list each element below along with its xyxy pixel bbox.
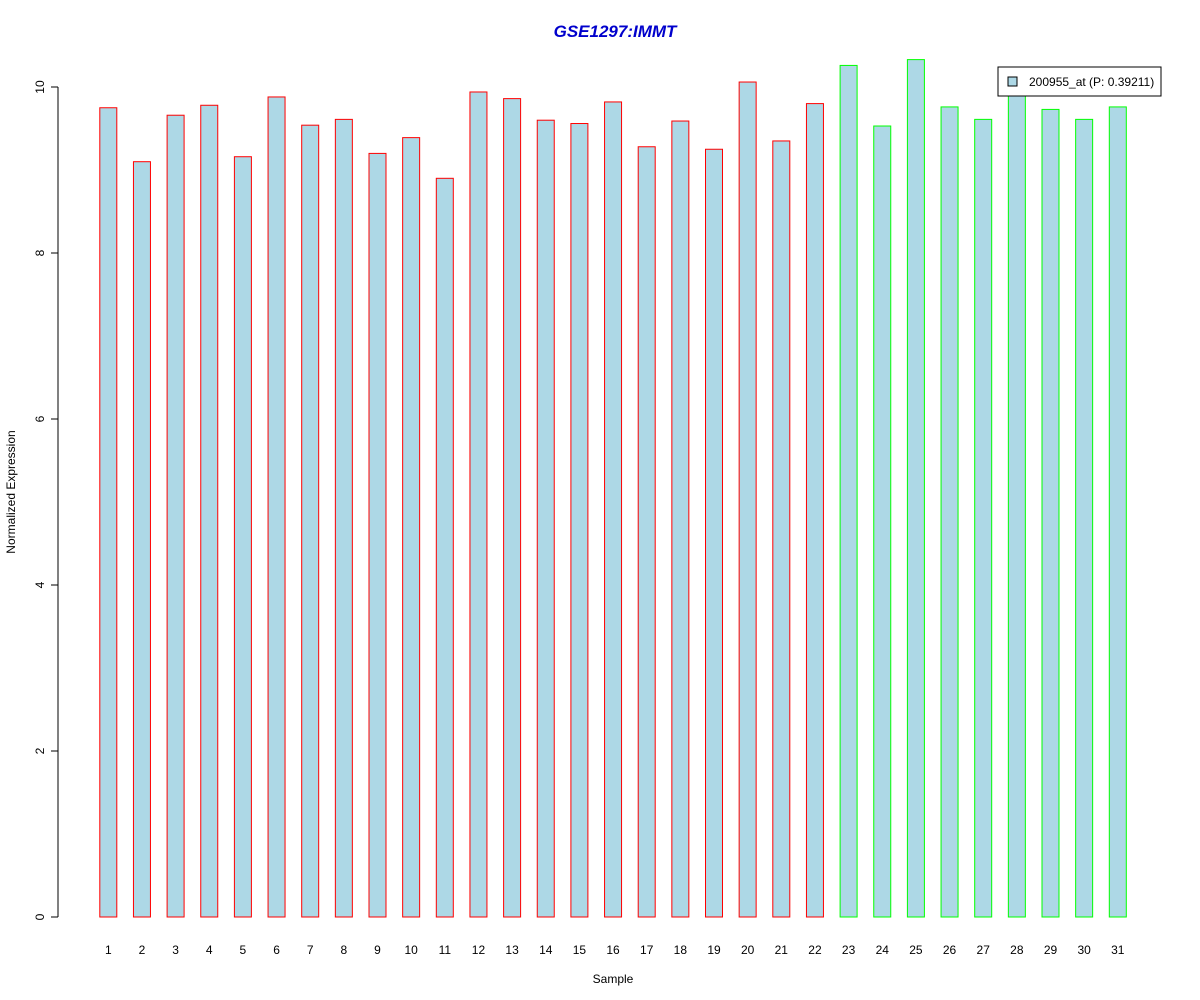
x-tick-label: 11 — [439, 943, 452, 957]
bar-sample-26 — [940, 106, 959, 918]
x-tick-label: 10 — [404, 943, 418, 957]
x-tick-label: 12 — [472, 943, 486, 957]
bar-sample-21 — [772, 140, 791, 918]
x-tick-label: 17 — [640, 943, 654, 957]
x-tick-label: 24 — [876, 943, 890, 957]
bar-sample-27 — [974, 118, 993, 918]
x-tick-label: 25 — [909, 943, 923, 957]
x-tick-label: 22 — [808, 943, 822, 957]
bar-sample-31 — [1108, 106, 1127, 918]
bar-sample-20 — [738, 81, 757, 918]
x-tick-label: 29 — [1044, 943, 1058, 957]
x-tick-label: 6 — [273, 943, 280, 957]
bar-sample-22 — [805, 103, 824, 918]
x-tick-label: 21 — [775, 943, 789, 957]
x-tick-label: 28 — [1010, 943, 1024, 957]
bar-sample-23 — [839, 64, 858, 918]
x-tick-label: 30 — [1077, 943, 1091, 957]
bar-sample-25 — [906, 59, 925, 918]
bar-sample-11 — [435, 177, 454, 918]
x-tick-label: 14 — [539, 943, 553, 957]
x-tick-label: 13 — [505, 943, 519, 957]
x-tick-label: 27 — [977, 943, 991, 957]
x-axis: 1 2 3 4 5 6 7 8 9 10 11 12 13 14 15 16 17 18 19 20 21 22 23 24 2… — [105, 943, 1125, 957]
legend-swatch — [1007, 76, 1018, 87]
bar-sample-3 — [166, 114, 185, 918]
x-tick-label: 1 — [105, 943, 112, 957]
y-tick-label: 0 — [33, 913, 47, 920]
y-tick-label: 2 — [33, 747, 47, 754]
bar-sample-19 — [705, 148, 723, 918]
x-tick-label: 20 — [741, 943, 755, 957]
bar-sample-2 — [132, 161, 151, 918]
bar-sample-30 — [1075, 118, 1094, 918]
bar-sample-12 — [469, 91, 488, 918]
bar-sample-9 — [368, 152, 387, 918]
bar-sample-6 — [267, 96, 286, 918]
chart-title: GSE1297:IMMT — [554, 22, 678, 41]
x-tick-label: 15 — [573, 943, 587, 957]
y-tick-label: 6 — [33, 415, 47, 422]
x-tick-label: 23 — [842, 943, 856, 957]
x-tick-label: 18 — [674, 943, 688, 957]
bar-sample-17 — [637, 146, 656, 918]
bars-group — [99, 59, 1127, 918]
bar-sample-7 — [301, 124, 320, 918]
x-tick-label: 26 — [943, 943, 957, 957]
x-tick-label: 2 — [139, 943, 146, 957]
x-axis-label: Sample — [593, 972, 634, 986]
bar-sample-28 — [1007, 94, 1026, 918]
x-tick-label: 16 — [606, 943, 620, 957]
x-tick-label: 8 — [341, 943, 348, 957]
x-tick-label: 3 — [172, 943, 179, 957]
y-tick-label: 8 — [33, 249, 47, 256]
bar-sample-4 — [200, 104, 219, 918]
bar-sample-24 — [873, 125, 892, 918]
x-tick-label: 9 — [374, 943, 381, 957]
y-tick-label: 10 — [33, 80, 47, 94]
bar-sample-5 — [233, 156, 252, 918]
x-tick-label: 7 — [307, 943, 314, 957]
y-axis-label: Normalized Expression — [4, 430, 18, 553]
y-axis: 0 2 4 6 8 10 — [33, 80, 59, 920]
y-tick-label: 4 — [33, 581, 47, 588]
bar-sample-16 — [604, 101, 623, 918]
x-tick-label: 19 — [707, 943, 721, 957]
legend-label: 200955_at (P: 0.39211) — [1029, 75, 1154, 89]
bar-sample-8 — [334, 118, 353, 918]
legend-box — [997, 66, 1162, 97]
bar-sample-10 — [402, 137, 421, 918]
x-tick-label: 31 — [1111, 943, 1125, 957]
bar-sample-18 — [671, 120, 690, 918]
bar-sample-29 — [1041, 108, 1060, 918]
bar-sample-15 — [570, 123, 589, 918]
x-tick-label: 4 — [206, 943, 213, 957]
bar-sample-13 — [503, 98, 522, 918]
x-tick-label: 5 — [240, 943, 247, 957]
legend: 200955_at (P: 0.39211) — [997, 66, 1162, 97]
bar-sample-14 — [536, 119, 555, 918]
bar-sample-1 — [99, 107, 118, 918]
